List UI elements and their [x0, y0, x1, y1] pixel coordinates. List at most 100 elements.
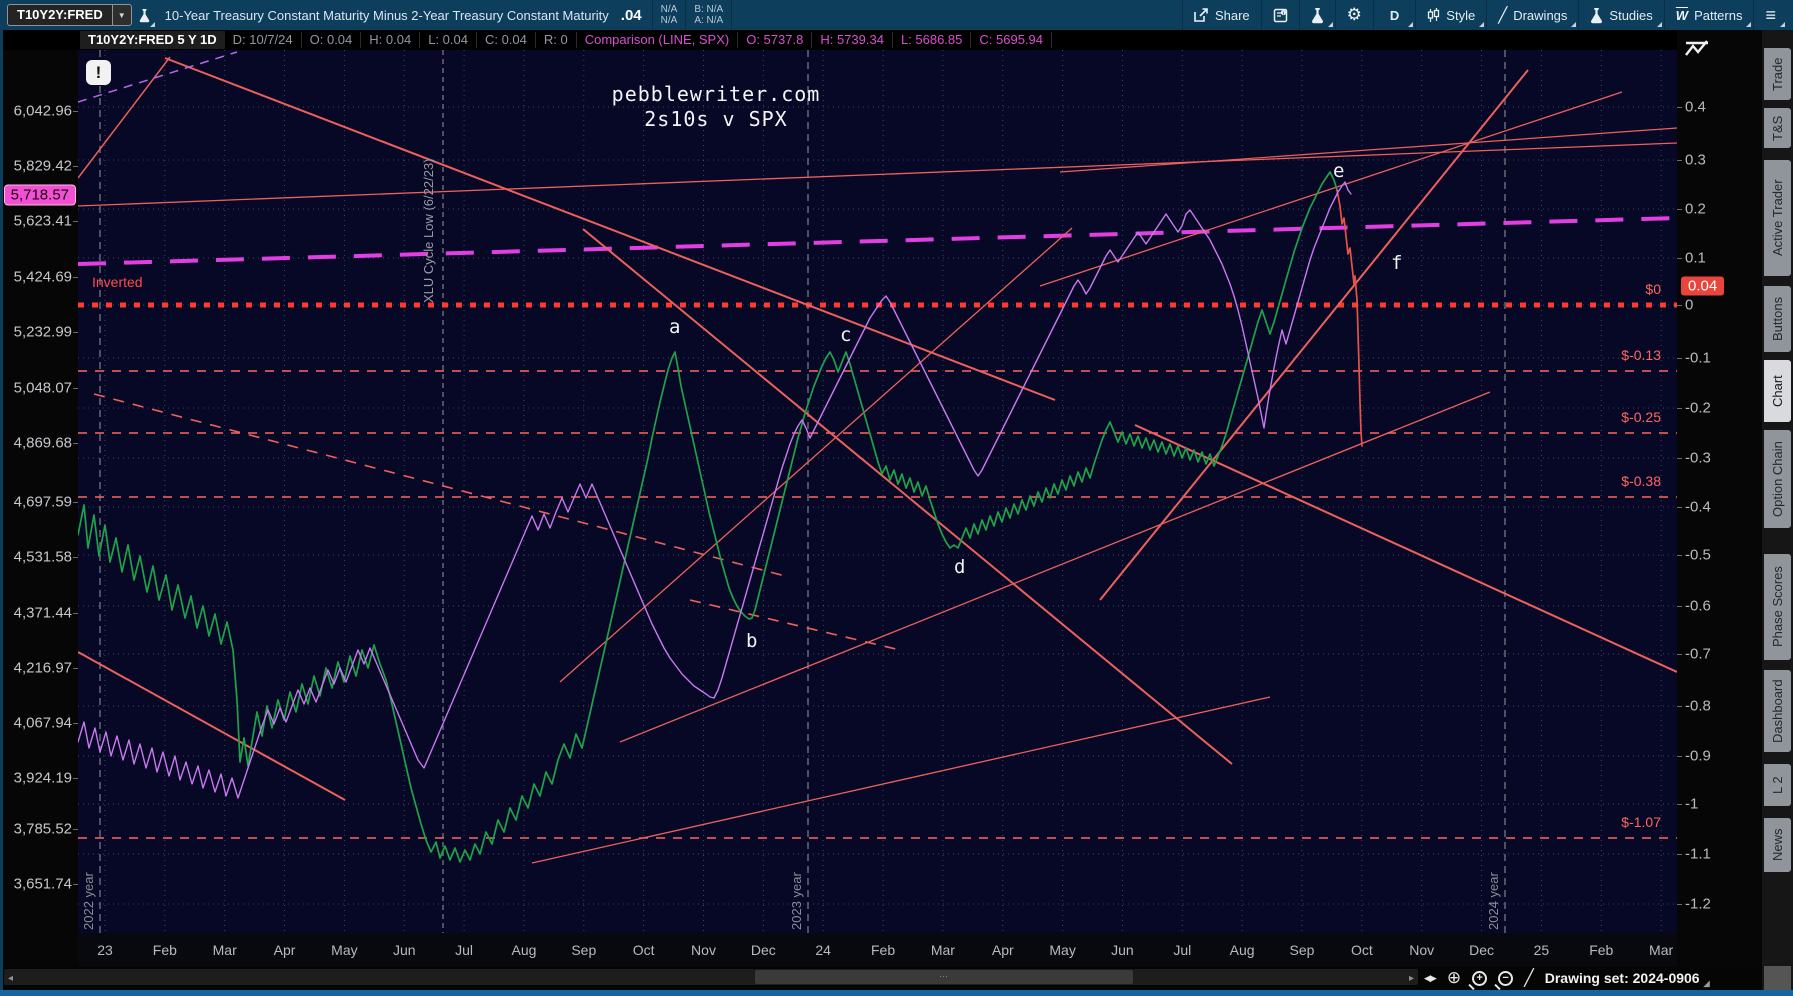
right-axis-label: -0.3	[1685, 449, 1711, 467]
magenta-trendline	[77, 216, 1678, 266]
symbol-input[interactable]: T10Y2Y:FRED	[7, 4, 112, 26]
share-button[interactable]: Share	[1183, 0, 1261, 30]
right-value-axis[interactable]: 0.04 0.4 0.3 0.2 0.1 0 -0.1 -0.2 -0.3 -0.4 -0.5 -0…	[1677, 30, 1762, 996]
ohlc-field: H: 0.04	[361, 32, 421, 48]
year-label: 2023 year	[789, 872, 804, 930]
axis-tick	[1677, 408, 1682, 409]
trendline	[1039, 91, 1623, 287]
symbol-dropdown-button[interactable]: ▼	[111, 4, 132, 26]
price-level-label: $-0.13	[1621, 347, 1661, 363]
right-axis-label: -0.5	[1685, 546, 1711, 564]
timeframe-button[interactable]: D	[1374, 0, 1415, 30]
left-axis-label: 4,531.58	[13, 548, 72, 566]
chart-plot-area[interactable]: ! pebblewriter.com 2s10s v SPX Inverted …	[77, 50, 1678, 933]
crosshair-target-icon[interactable]: ⊕	[1446, 968, 1462, 988]
chart-scrollbar[interactable]: ◂ ▸ ⋯	[4, 969, 1418, 985]
trendline	[559, 227, 1073, 683]
scroll-left-arrow-icon[interactable]: ◂	[8, 973, 14, 984]
axis-settings-icon[interactable]	[1683, 34, 1713, 60]
patterns-button[interactable]: W Patterns	[1665, 0, 1754, 30]
time-axis-label: Dec	[750, 942, 776, 958]
chart-canvas[interactable]	[77, 50, 1678, 933]
studies-button[interactable]: Studies	[1579, 0, 1663, 30]
toolbar-divider	[1486, 0, 1488, 30]
axis-tick	[1677, 458, 1682, 459]
toolbar-divider	[1334, 0, 1336, 30]
alert-badge-icon[interactable]: !	[86, 60, 111, 85]
drawing-set-selector[interactable]: Drawing set: 2024-0906 ◢	[1544, 970, 1710, 988]
axis-tick	[73, 502, 78, 503]
year-label: 2022 year	[81, 872, 96, 930]
left-axis-label: 5,232.99	[13, 323, 72, 341]
left-axis-label: 3,785.52	[13, 820, 72, 838]
zoom-out-icon[interactable]: −	[1498, 970, 1514, 986]
chart-menu-button[interactable]: ≡	[1754, 0, 1787, 30]
sidebar-tab-active-trader[interactable]: Active Trader	[1764, 160, 1791, 276]
sidebar-tab-option-chain[interactable]: Option Chain	[1764, 430, 1791, 528]
candle-chart-icon	[1428, 7, 1440, 22]
left-axis-label: 3,651.74	[13, 875, 72, 893]
time-axis-label: Apr	[273, 942, 296, 958]
notes-button[interactable]: i	[1262, 0, 1299, 30]
draw-line-icon[interactable]: ╱	[1524, 970, 1534, 987]
axis-tick	[1677, 854, 1682, 855]
price-series-t10y2y-fred-final-decline	[1336, 189, 1363, 447]
window-left-edge	[0, 30, 3, 990]
left-axis-label: 5,829.42	[13, 157, 72, 175]
sidebar-tab-chart[interactable]: Chart	[1764, 360, 1791, 422]
comparison-ohlc-field: L: 5686.85	[893, 32, 972, 48]
sidebar-tab-l-2[interactable]: L 2	[1764, 764, 1791, 806]
ohlc-field: R: 0	[536, 32, 577, 48]
axis-tick	[73, 778, 78, 779]
left-axis-label: 4,371.44	[13, 604, 72, 622]
drawings-button[interactable]: ╱ Drawings	[1487, 0, 1578, 30]
pencil-line-icon: ╱	[1498, 7, 1508, 24]
ohlc-field: L: 0.04	[420, 32, 477, 48]
zoom-in-icon[interactable]: +	[1472, 970, 1488, 986]
comparison-ohlc-field: C: 5695.94	[971, 32, 1052, 48]
settings-button[interactable]: ⚙	[1336, 0, 1373, 30]
sidebar-tab-trade[interactable]: Trade	[1764, 48, 1791, 100]
style-button[interactable]: Style	[1416, 0, 1486, 30]
time-axis-label: Mar	[212, 942, 237, 958]
note-icon: i	[1273, 8, 1287, 22]
symbol-studies-button[interactable]	[132, 0, 157, 30]
sidebar-tab-dashboard[interactable]: Dashboard	[1764, 670, 1791, 752]
trendline	[164, 57, 1056, 401]
time-axis-label: Aug	[1229, 942, 1255, 958]
left-axis-label: 5,048.07	[13, 379, 72, 397]
trendline	[77, 651, 346, 801]
sidebar-tab-t-s[interactable]: T&S	[1764, 108, 1791, 148]
left-price-axis[interactable]: 5,718.57 6,042.96 5,829.42 5,623.41 5,424.6…	[0, 50, 78, 966]
toolbar-divider	[731, 0, 733, 30]
time-axis[interactable]: 23 Feb Mar Apr May Jun Jul Aug Sep Oct Nov Dec 24 Feb…	[78, 933, 1677, 966]
sidebar-tab-news[interactable]: News	[1764, 818, 1791, 872]
watermark-line1: pebblewriter.com	[611, 82, 821, 106]
sidebar-tab-phase-scores[interactable]: Phase Scores	[1764, 554, 1791, 660]
scrollbar-thumb[interactable]: ⋯	[755, 970, 1133, 984]
symbol-description: 10-Year Treasury Constant Maturity Minus…	[164, 7, 609, 23]
drawing-set-label: Drawing set: 2024-0906	[1544, 970, 1700, 986]
axis-tick	[1677, 507, 1682, 508]
left-axis-label: 3,924.19	[13, 769, 72, 787]
time-axis-label: Dec	[1469, 942, 1494, 958]
wave-letter-a: a	[669, 316, 681, 338]
sidebar-tab-buttons[interactable]: Buttons	[1764, 286, 1791, 352]
time-axis-label: Sep	[1289, 942, 1315, 958]
chevron-down-icon: ▼	[117, 10, 126, 20]
fit-width-icon[interactable]: ◀▶	[1424, 972, 1437, 983]
trendline	[1099, 69, 1529, 601]
price-series-t10y2y-fred-inverted-	[77, 171, 1338, 863]
right-axis-label: -0.9	[1685, 747, 1711, 765]
right-axis-label: -0.8	[1685, 697, 1711, 715]
symbol-box[interactable]: T10Y2Y:FRED ▼	[7, 4, 132, 26]
quick-study-button[interactable]	[1300, 0, 1335, 30]
axis-tick	[73, 613, 78, 614]
axis-tick	[1677, 654, 1682, 655]
toolbar-divider	[1753, 0, 1755, 30]
left-axis-label: 4,697.59	[13, 493, 72, 511]
axis-tick	[1677, 706, 1682, 707]
right-axis-label: -0.6	[1685, 597, 1711, 615]
scroll-right-arrow-icon[interactable]: ▸	[1408, 973, 1414, 984]
